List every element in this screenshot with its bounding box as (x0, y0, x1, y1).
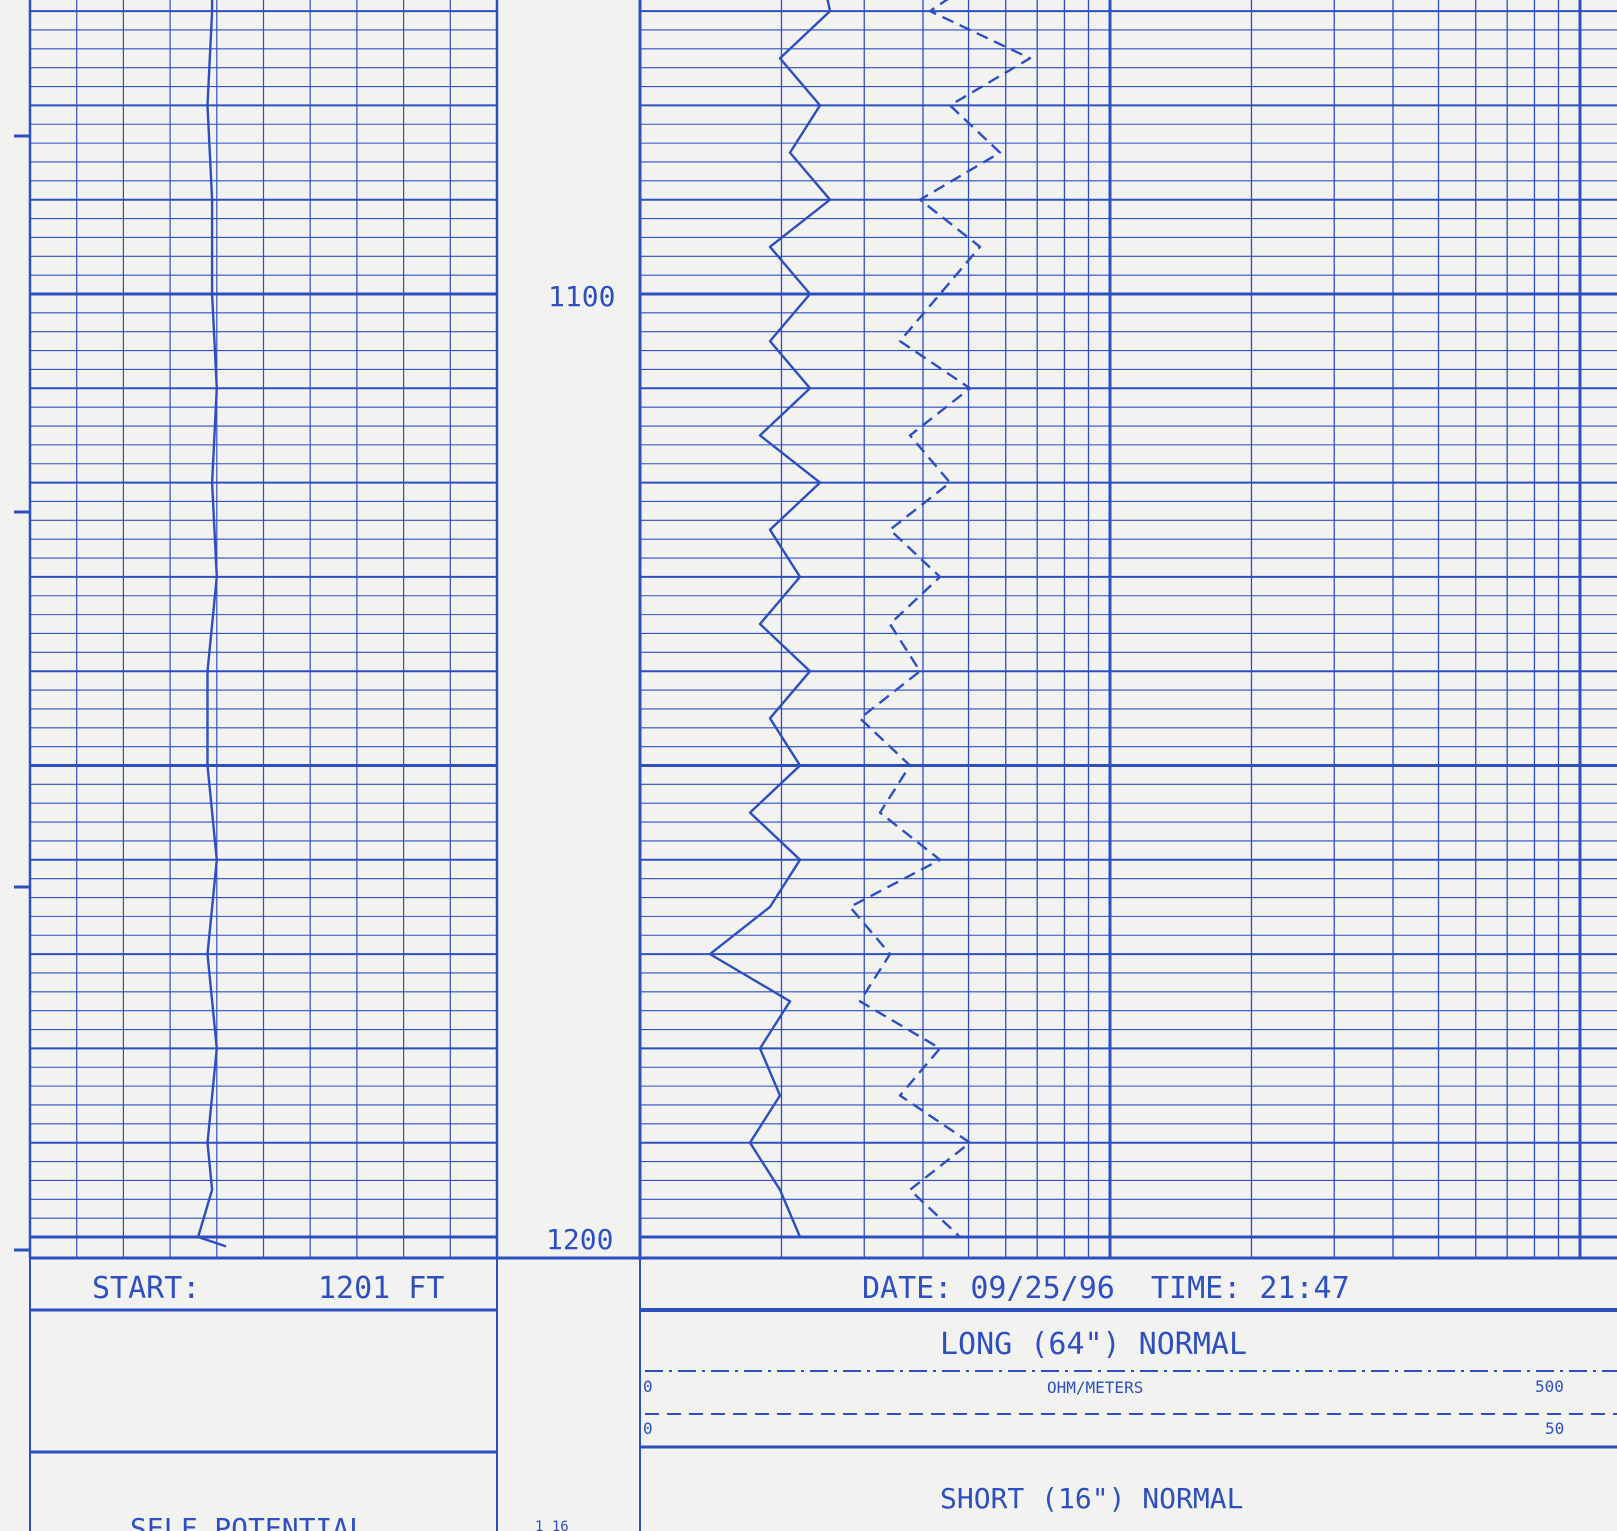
depth-label-1200: 1200 (546, 1223, 613, 1256)
log-curves (196, 0, 1032, 1248)
unit-label: OHM/METERS (1047, 1378, 1143, 1397)
left-track-grid (28, 0, 499, 1258)
date-time-stamp: DATE: 09/25/96 TIME: 21:47 (862, 1271, 1350, 1306)
start-depth-value: 1201 FT (318, 1271, 444, 1306)
self-potential-curve (196, 0, 227, 1248)
long-normal-curve (848, 0, 1032, 1238)
long-scale-min: 0 (643, 1377, 653, 1396)
center-footer-partial-text: 1 16 (535, 1519, 569, 1531)
right-track-grid (638, 0, 1617, 1258)
long-normal-title: LONG (64") NORMAL (940, 1327, 1247, 1362)
self-potential-title: SELF POTENTIAL (130, 1512, 366, 1531)
short-scale-min: 0 (643, 1419, 653, 1438)
short-normal-curve (708, 0, 832, 1238)
short-normal-title: SHORT (16") NORMAL (940, 1482, 1243, 1515)
depth-tick-marks (14, 134, 30, 1252)
start-label: START: (92, 1271, 200, 1306)
short-scale-max: 50 (1545, 1419, 1564, 1438)
footer-frame (29, 1256, 1617, 1531)
depth-label-1100: 1100 (548, 280, 615, 313)
long-scale-max: 500 (1535, 1377, 1564, 1396)
